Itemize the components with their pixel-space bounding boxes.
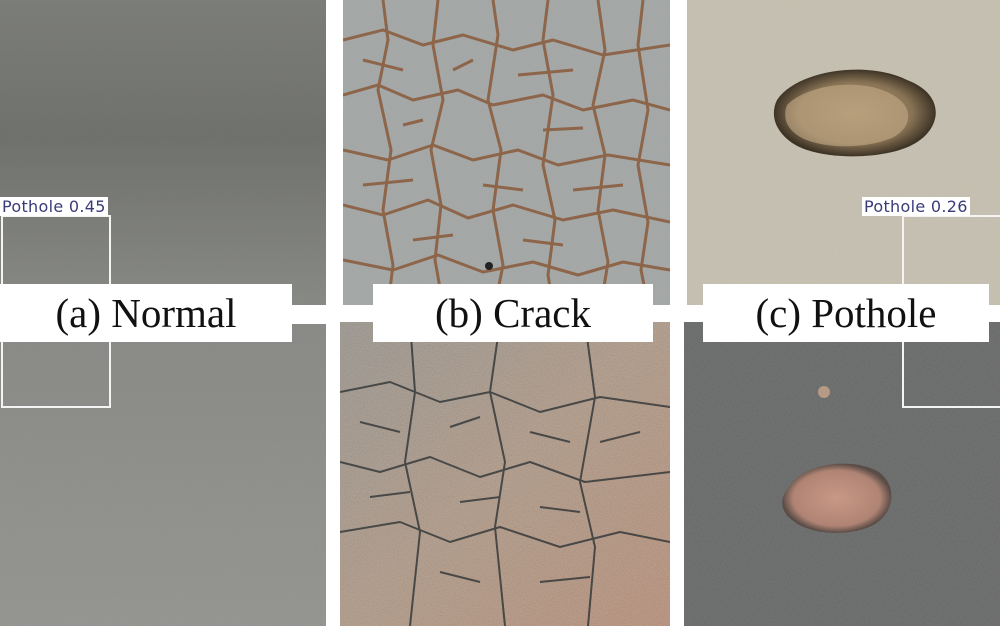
normal-road-photo-bottom [0, 324, 326, 626]
normal-road-photo-top [0, 0, 326, 305]
caption-pothole: (c) Pothole [703, 284, 989, 342]
crack-road-photo-bottom [340, 322, 670, 626]
caption-normal: (a) Normal [0, 284, 292, 342]
pothole-road-photo-top [687, 0, 1000, 305]
detection-label-normal: Pothole 0.45 [0, 197, 108, 216]
crack-road-photo-top [343, 0, 670, 305]
pothole-road-photo-bottom [684, 322, 1000, 626]
detection-label-pothole: Pothole 0.26 [862, 197, 970, 216]
caption-crack: (b) Crack [373, 284, 653, 342]
